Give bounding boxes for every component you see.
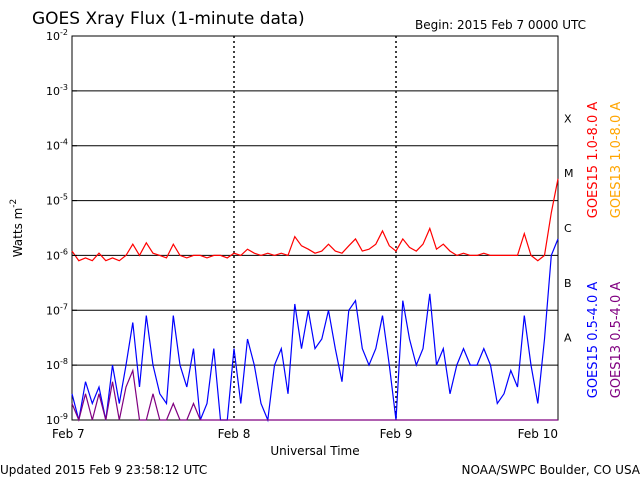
series-line-3: [71, 238, 559, 423]
updated-label: Updated 2015 Feb 9 23:58:12 UTC: [0, 463, 207, 477]
legend-entry-2: GOES13 1.0-8.0 A: [609, 102, 624, 219]
x-tick-label: Feb 7: [52, 427, 85, 441]
y-tick-label: 10-2: [46, 28, 68, 43]
x-tick-label: Feb 9: [380, 427, 413, 441]
flare-class-labels: A B C M X: [564, 112, 574, 344]
y-tick-label: 10-9: [46, 412, 68, 427]
chart-title: GOES Xray Flux (1-minute data): [32, 9, 305, 29]
svg-text:Watts m-2: Watts m-2: [9, 199, 25, 258]
y-tick-label: 10-7: [46, 302, 68, 317]
svg-text:GOES13 1.0-8.0 A: GOES13 1.0-8.0 A: [609, 102, 624, 219]
plot-frame: [71, 35, 559, 421]
svg-text:GOES15 1.0-8.0 A: GOES15 1.0-8.0 A: [586, 102, 601, 219]
grid-lines: [72, 35, 558, 421]
x-tick-labels: Feb 7 Feb 8 Feb 9 Feb 10: [52, 427, 558, 441]
begin-label: Begin: 2015 Feb 7 0000 UTC: [415, 18, 586, 32]
svg-text:GOES13 0.5-4.0 A: GOES13 0.5-4.0 A: [609, 282, 624, 399]
flare-class-x: X: [564, 112, 572, 125]
x-tick-label: Feb 10: [518, 427, 558, 441]
legend: GOES15 1.0-8.0 A GOES13 1.0-8.0 A GOES15 0…: [586, 102, 624, 399]
svg-text:GOES15 0.5-4.0 A: GOES15 0.5-4.0 A: [586, 282, 601, 399]
y-tick-label: 10-4: [46, 138, 68, 153]
y-tick-labels: 10-9 10-8 10-7 10-6 10-5 10-4 10-3 10-2: [46, 28, 77, 427]
x-tick-label: Feb 8: [218, 427, 251, 441]
flare-class-a: A: [564, 332, 572, 345]
flare-class-m: M: [564, 167, 574, 180]
series-line-4: [71, 368, 558, 422]
x-axis-label: Universal Time: [270, 444, 359, 458]
y-tick-label: 10-6: [46, 247, 68, 262]
legend-entry-3: GOES15 0.5-4.0 A: [586, 282, 601, 399]
flare-class-b: B: [564, 277, 572, 290]
credit-label: NOAA/SWPC Boulder, CO USA: [462, 463, 640, 477]
flare-class-c: C: [564, 222, 572, 235]
y-tick-label: 10-8: [46, 357, 68, 372]
y-axis-label-base: Watts m: [11, 208, 25, 258]
series-line-1: [71, 178, 559, 262]
y-axis-label-exp: -2: [9, 199, 19, 208]
y-tick-label: 10-3: [46, 83, 68, 98]
legend-entry-4: GOES13 0.5-4.0 A: [609, 282, 624, 399]
y-axis-label: Watts m-2: [9, 199, 25, 258]
legend-entry-1: GOES15 1.0-8.0 A: [586, 102, 601, 219]
series-lines: [71, 178, 559, 423]
y-tick-label: 10-5: [46, 193, 68, 208]
